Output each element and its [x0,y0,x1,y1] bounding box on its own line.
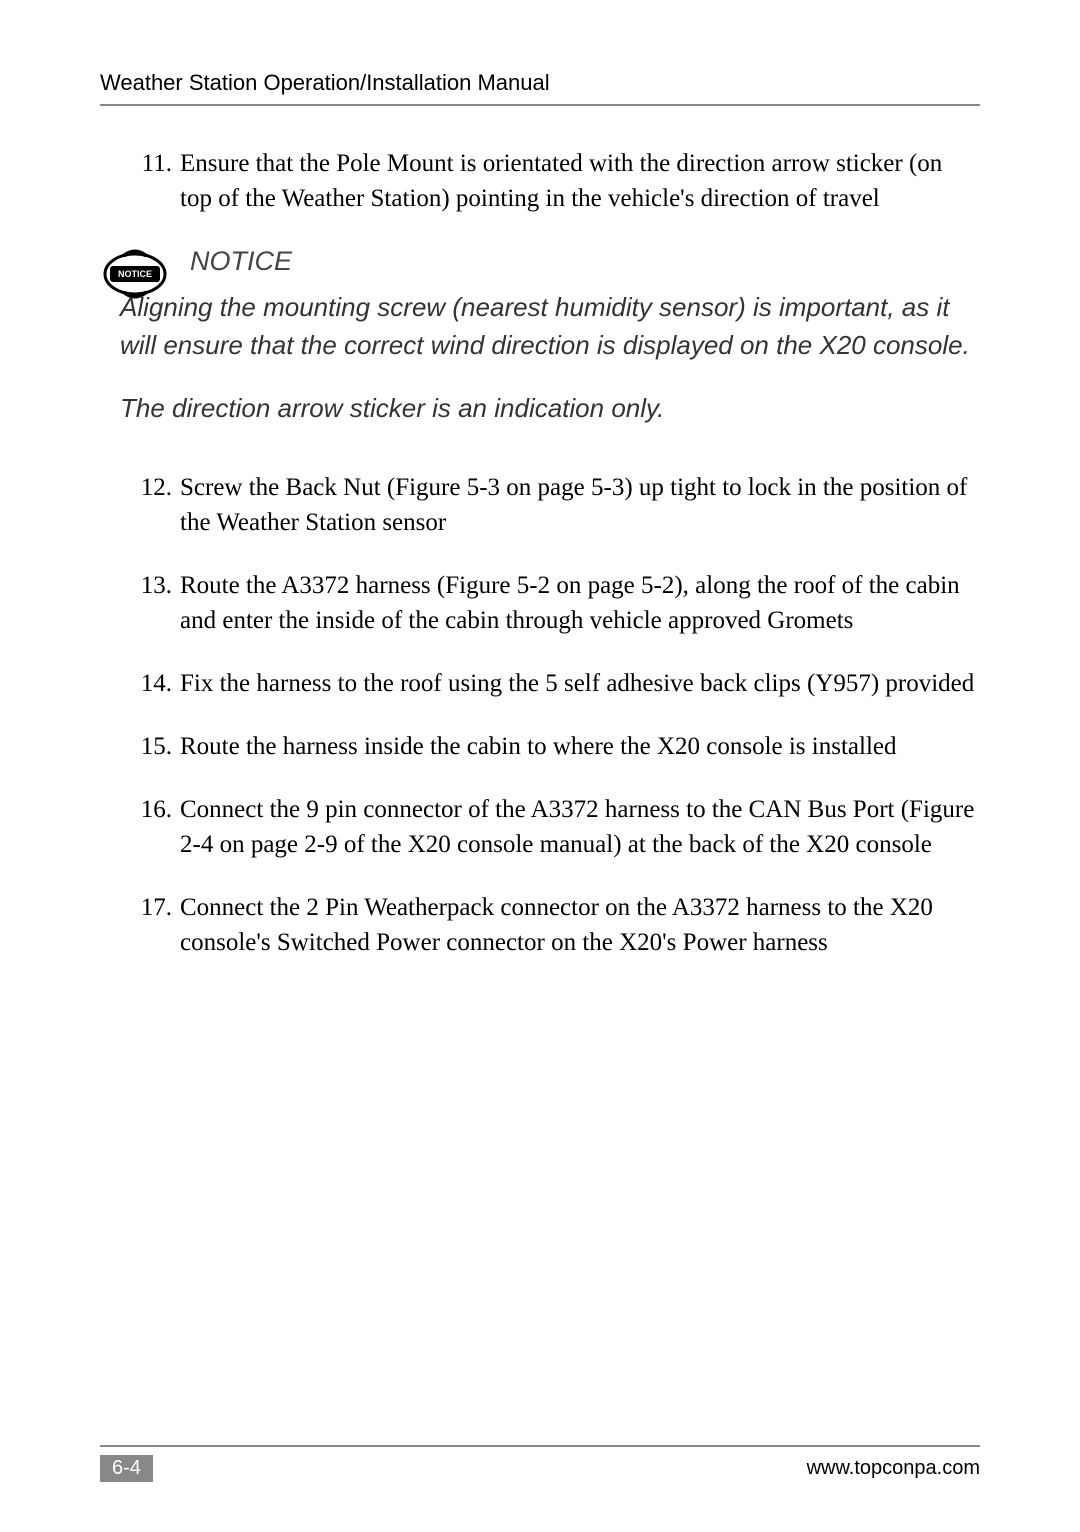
list-item: 16. Connect the 9 pin connector of the A… [100,792,980,862]
page: Weather Station Operation/Installation M… [0,0,1080,1532]
list-text: Ensure that the Pole Mount is orientated… [180,146,980,216]
list-text: Route the harness inside the cabin to wh… [180,729,980,764]
header-title: Weather Station Operation/Installation M… [100,70,550,95]
list-number: 12. [130,470,180,540]
page-number: 6-4 [100,1455,153,1482]
list-number: 14. [130,666,180,701]
list-item: 13. Route the A3372 harness (Figure 5-2 … [100,568,980,638]
notice-title: NOTICE [190,246,980,277]
list-text: Connect the 9 pin connector of the A3372… [180,792,980,862]
page-footer: 6-4 www.topconpa.com [100,1445,980,1482]
notice-block: NOTICE NOTICE Aligning the mounting scre… [100,246,980,428]
notice-paragraph: Aligning the mounting screw (nearest hum… [120,289,970,364]
list-number: 16. [130,792,180,862]
list-number: 17. [130,890,180,960]
list-item: 12. Screw the Back Nut (Figure 5-3 on pa… [100,470,980,540]
list-item: 15. Route the harness inside the cabin t… [100,729,980,764]
list-text: Route the A3372 harness (Figure 5-2 on p… [180,568,980,638]
list-after-notice: 12. Screw the Back Nut (Figure 5-3 on pa… [100,470,980,960]
notice-body: Aligning the mounting screw (nearest hum… [120,289,970,428]
list-item: 11. Ensure that the Pole Mount is orient… [100,146,980,216]
list-before-notice: 11. Ensure that the Pole Mount is orient… [100,146,980,216]
list-text: Connect the 2 Pin Weatherpack connector … [180,890,980,960]
notice-paragraph: The direction arrow sticker is an indica… [120,390,970,428]
notice-icon: NOTICE [100,244,170,309]
list-item: 14. Fix the harness to the roof using th… [100,666,980,701]
list-number: 15. [130,729,180,764]
list-text: Fix the harness to the roof using the 5 … [180,666,980,701]
list-number: 11. [130,146,180,216]
list-item: 17. Connect the 2 Pin Weatherpack connec… [100,890,980,960]
svg-text:NOTICE: NOTICE [118,269,152,279]
list-number: 13. [130,568,180,638]
footer-url: www.topconpa.com [807,1457,980,1480]
page-header: Weather Station Operation/Installation M… [100,70,980,106]
list-text: Screw the Back Nut (Figure 5-3 on page 5… [180,470,980,540]
